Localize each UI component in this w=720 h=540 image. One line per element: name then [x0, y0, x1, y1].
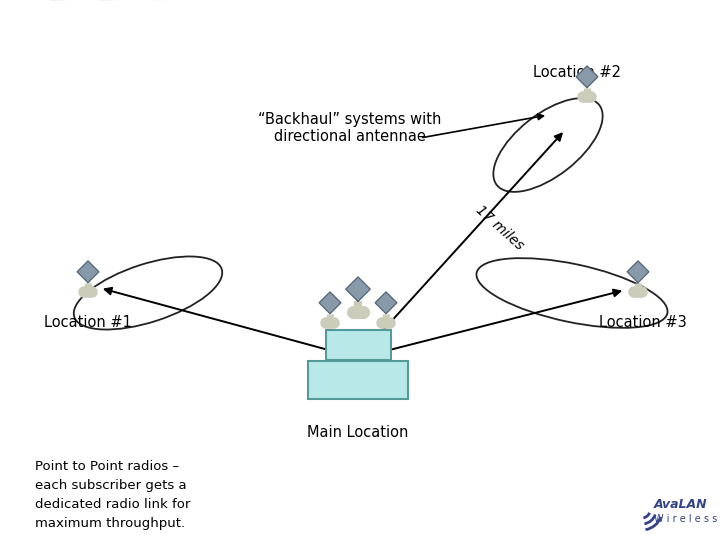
- Text: W i r e l e s s: W i r e l e s s: [654, 514, 717, 524]
- Text: “Backhaul” systems with
directional antennae: “Backhaul” systems with directional ante…: [258, 112, 441, 144]
- FancyBboxPatch shape: [325, 330, 390, 360]
- Text: Location #3: Location #3: [599, 315, 687, 330]
- Text: AvaLAN: AvaLAN: [654, 498, 708, 511]
- Polygon shape: [319, 292, 341, 314]
- Text: 17 miles: 17 miles: [473, 203, 526, 253]
- Text: Point to Point radios –
each subscriber gets a
dedicated radio link for
maximum : Point to Point radios – each subscriber …: [35, 460, 190, 530]
- Polygon shape: [77, 261, 99, 282]
- Polygon shape: [375, 292, 397, 314]
- Text: Location #2: Location #2: [533, 65, 621, 80]
- FancyBboxPatch shape: [308, 361, 408, 399]
- Text: Location #1: Location #1: [44, 315, 132, 330]
- Text: Main Location: Main Location: [307, 425, 409, 440]
- Polygon shape: [346, 277, 370, 301]
- Polygon shape: [576, 66, 598, 87]
- Polygon shape: [627, 261, 649, 282]
